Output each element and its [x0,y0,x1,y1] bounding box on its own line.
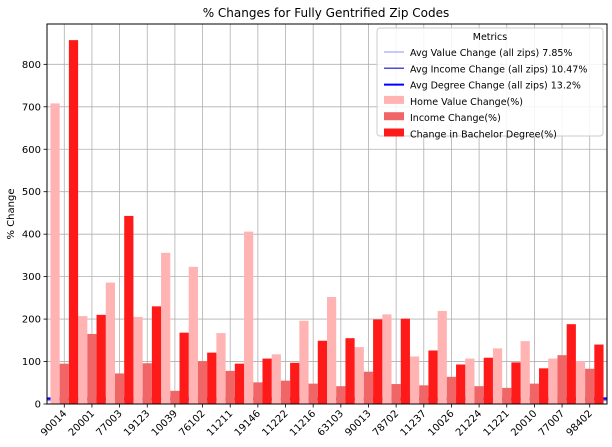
bar [428,350,438,404]
bar [114,373,125,404]
bar [557,355,567,404]
bar [78,316,88,404]
bar [382,314,392,404]
bar [161,252,171,404]
bar [363,371,374,404]
bar [299,320,309,404]
bar [539,368,549,404]
y-tick-label: 700 [22,102,41,113]
bar [391,384,401,404]
bar [446,376,457,404]
y-tick-label: 0 [35,400,41,411]
legend-title: Metrics [473,32,508,43]
bar [465,358,475,404]
bar [456,364,466,404]
legend-entry-label: Avg Value Change (all zips) 7.85% [410,48,572,59]
bar [336,386,346,404]
bar [262,358,272,404]
bar [96,314,106,404]
y-tick-label: 100 [22,357,41,368]
bar [87,333,97,404]
bar [142,363,152,404]
bar [225,370,235,404]
bar [234,363,245,404]
bar [373,319,383,404]
legend-entry-label: Avg Degree Change (all zips) 13.2% [410,81,581,92]
y-tick-label: 300 [22,272,41,283]
bar [594,344,604,404]
bar [151,306,162,404]
bar [585,368,595,404]
bars [50,40,604,405]
bar [188,266,198,404]
bar [502,387,512,404]
bar [483,357,493,404]
bar [345,338,355,404]
bar [50,103,60,405]
bar [308,383,318,404]
bar [197,361,208,404]
y-tick-label: 500 [22,187,41,198]
legend-bar-swatch [384,95,404,104]
plot-frame [46,23,608,405]
bar [566,324,576,404]
y-tick-label: 600 [22,145,41,156]
bar [529,383,540,404]
bar [419,385,429,404]
bar [170,390,180,404]
y-tick-label: 400 [22,230,41,241]
legend-entry-label: Home Value Change(%) [410,97,523,108]
legend: Metrics Avg Value Change (all zips) 7.85%… [376,27,604,141]
bar [124,215,134,404]
legend-entry-label: Income Change(%) [410,113,501,124]
bar [133,316,143,404]
bar [492,348,503,404]
bar [179,332,189,404]
legend-entry-label: Change in Bachelor Degree(%) [410,130,557,141]
bar [354,347,364,404]
bar [244,231,254,404]
bar [105,282,115,404]
y-tick-label: 200 [22,315,41,326]
bar [520,341,530,404]
legend-bar-swatch [384,128,404,137]
bar [271,354,281,404]
bar [253,382,263,404]
y-ticks: 0 100 200 300 400 500 600 700 800 [22,60,47,411]
legend-entry-label: Avg Income Change (all zips) 10.47% [410,64,587,75]
legend-box [376,27,604,137]
bar [327,297,337,404]
y-tick-label: 800 [22,60,41,71]
y-axis-label: % Change [6,189,17,240]
bar [437,311,447,404]
bar [59,363,69,404]
bar [280,380,291,404]
bar [548,358,558,404]
bar [317,340,327,404]
bar [207,352,217,404]
bar [511,362,521,404]
bar [409,356,420,404]
bar [68,40,79,404]
bar [290,362,300,404]
bar [400,318,410,404]
chart-title: % Changes for Fully Gentrified Zip Codes [203,6,450,20]
bar [474,386,484,404]
bar [575,361,586,404]
bar [216,333,226,404]
legend-bar-swatch [384,112,404,121]
